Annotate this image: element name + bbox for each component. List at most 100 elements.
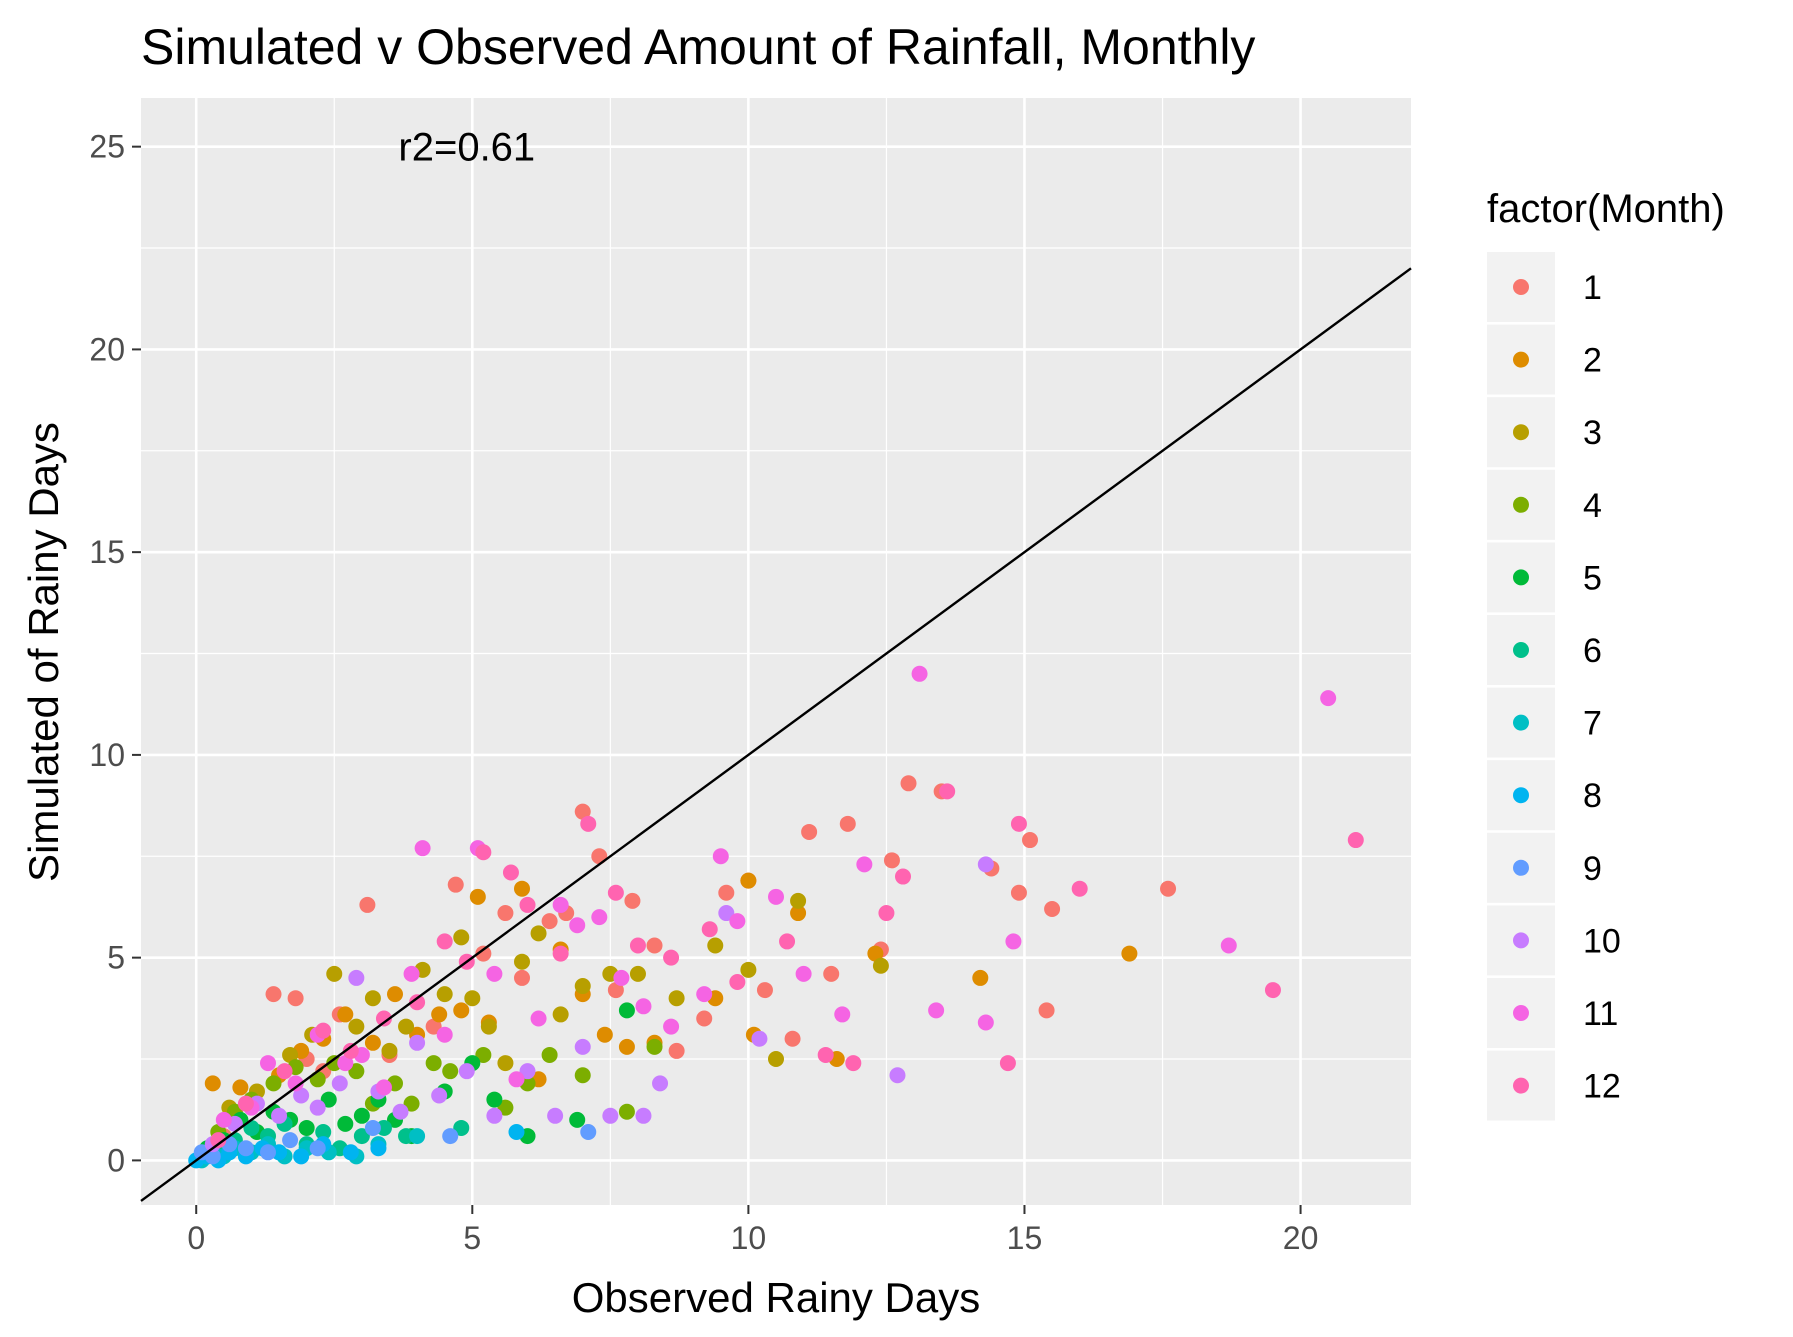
data-point-month-12 [276,1063,293,1080]
data-point-month-12 [845,1055,862,1072]
legend-key-swatch [1513,642,1529,658]
data-point-month-2 [364,1034,381,1051]
data-point-month-1 [514,969,530,986]
y-axis-ticks: 0 5 10 15 20 25 [89,129,141,1178]
data-point-month-12 [779,933,796,950]
data-point-month-11 [663,1018,680,1035]
data-point-month-5 [618,1002,635,1019]
reference-line-group [140,267,1412,1202]
data-point-month-11 [712,848,729,865]
data-point-month-12 [315,1022,332,1039]
data-point-month-11 [552,896,569,913]
data-point-month-4 [574,1067,591,1084]
data-point-month-11 [977,1014,994,1031]
data-point-month-11 [1005,933,1022,950]
data-point-month-10 [602,1107,619,1124]
legend-label: 6 [1583,632,1602,670]
data-point-month-12 [580,815,597,832]
legend-label: 3 [1583,414,1602,452]
data-point-month-6 [315,1124,332,1141]
data-point-month-1 [696,1010,713,1027]
legend-label: 9 [1583,850,1602,888]
data-point-month-2 [469,888,486,905]
legend-label: 10 [1583,922,1621,960]
data-point-month-3 [464,990,481,1007]
legend-label: 5 [1583,559,1602,597]
legend-key-swatch [1513,787,1529,804]
r2-annotation: r2=0.61 [398,126,535,170]
legend-title: factor(Month) [1487,187,1725,231]
y-tick-label: 15 [89,534,125,570]
y-tick-label: 10 [89,737,125,773]
legend-label: 11 [1583,995,1618,1033]
data-point-month-11 [1220,937,1237,954]
data-point-month-11 [591,909,608,926]
data-point-month-10 [309,1099,326,1116]
data-point-month-4 [442,1063,459,1080]
data-point-month-1 [1022,832,1038,849]
data-point-month-1 [624,892,641,909]
data-point-month-8 [370,1140,387,1157]
data-point-month-2 [596,1026,613,1043]
data-point-month-4 [475,1046,492,1063]
data-point-month-12 [1264,982,1281,999]
data-point-month-1 [265,986,282,1003]
data-point-month-11 [928,1002,945,1019]
data-point-month-12 [663,949,680,966]
data-point-month-6 [453,1119,470,1136]
data-point-month-3 [514,953,530,970]
data-point-month-3 [872,957,889,974]
data-point-month-1 [900,775,917,792]
data-point-month-11 [635,998,652,1015]
chart-title: Simulated v Observed Amount of Rainfall,… [141,19,1255,75]
data-point-month-4 [425,1055,442,1072]
data-point-month-10 [293,1087,310,1104]
data-point-month-4 [646,1038,663,1055]
data-point-month-11 [530,1010,547,1027]
legend-key-swatch [1513,496,1529,513]
data-point-month-12 [210,1132,227,1149]
y-tick-label: 20 [89,331,125,367]
data-point-month-3 [453,929,470,946]
data-point-month-3 [282,1046,299,1063]
data-point-month-3 [552,1006,569,1023]
data-point-month-3 [629,965,646,982]
data-point-month-10 [977,856,994,873]
data-point-month-2 [514,880,530,897]
data-point-month-2 [232,1079,249,1096]
data-point-month-10 [574,1038,591,1055]
legend-key-swatch [1513,1077,1529,1094]
x-tick-label: 10 [731,1220,767,1256]
data-point-month-12 [342,1042,359,1059]
data-point-month-10 [486,1107,503,1124]
data-point-month-3 [668,990,685,1007]
legend-label: 12 [1583,1068,1621,1106]
data-point-month-11 [834,1006,851,1023]
legend-label: 2 [1583,342,1602,380]
data-point-month-2 [337,1006,354,1023]
data-point-month-1 [287,990,304,1007]
data-point-month-3 [348,1018,365,1035]
data-point-month-4 [497,1099,514,1116]
legend-label: 8 [1583,777,1602,815]
data-point-month-1 [1160,880,1177,897]
data-point-month-2 [1121,945,1138,962]
legend-label: 1 [1583,269,1602,307]
data-point-month-11 [508,1071,525,1088]
data-point-month-4 [541,1046,558,1063]
legend-key-swatch [1513,569,1529,586]
data-point-month-11 [337,1055,354,1072]
data-point-month-8 [271,1144,288,1161]
data-point-month-6 [375,1119,392,1136]
data-point-month-12 [475,844,492,861]
data-point-month-9 [309,1140,326,1157]
data-point-month-12 [1071,880,1088,897]
x-axis-title: Observed Rainy Days [572,1274,981,1321]
data-point-month-12 [237,1095,254,1112]
data-point-month-6 [353,1128,370,1145]
data-point-month-12 [607,884,624,901]
data-point-month-1 [823,965,840,982]
data-point-month-6 [398,1128,415,1145]
data-point-month-3 [707,937,724,954]
